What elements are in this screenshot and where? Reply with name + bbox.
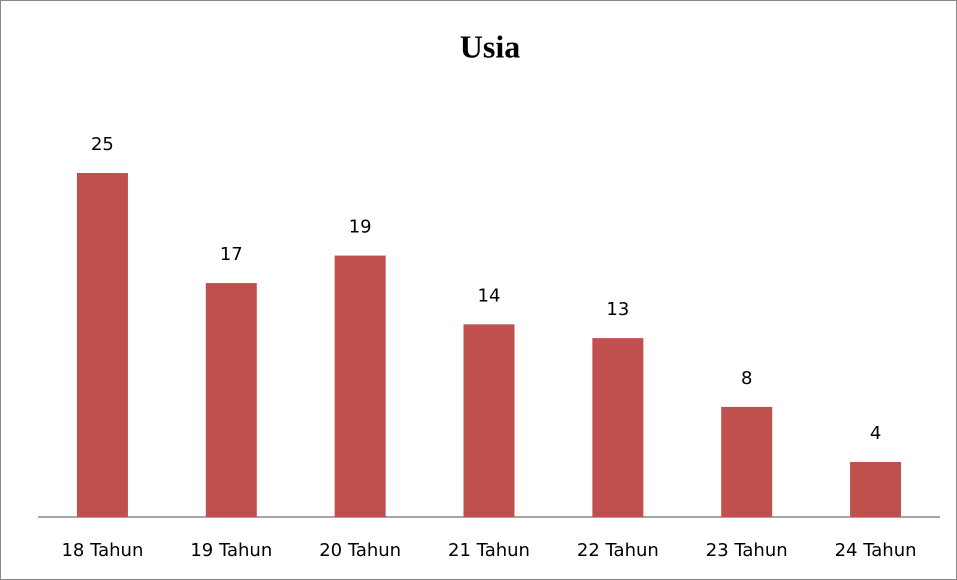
- x-tick-label: 20 Tahun: [319, 540, 401, 561]
- data-label: 19: [349, 217, 372, 238]
- bar: [721, 406, 773, 517]
- data-label: 8: [741, 368, 752, 389]
- bar: [463, 324, 515, 517]
- bar: [76, 173, 128, 517]
- data-label: 17: [220, 244, 243, 265]
- bar: [205, 283, 257, 517]
- bar: [850, 461, 902, 517]
- x-tick-label: 18 Tahun: [61, 540, 143, 561]
- bar: [334, 255, 386, 517]
- x-tick-label: 22 Tahun: [577, 540, 659, 561]
- data-label: 25: [91, 134, 114, 155]
- x-tick-label: 24 Tahun: [835, 540, 917, 561]
- chart-title: Usia: [460, 28, 520, 64]
- x-tick-label: 19 Tahun: [190, 540, 272, 561]
- data-label: 4: [870, 423, 881, 444]
- x-tick-label: 23 Tahun: [706, 540, 788, 561]
- data-label: 13: [606, 299, 629, 320]
- x-tick-label: 21 Tahun: [448, 540, 530, 561]
- data-label: 14: [478, 285, 501, 306]
- bar: [592, 338, 644, 517]
